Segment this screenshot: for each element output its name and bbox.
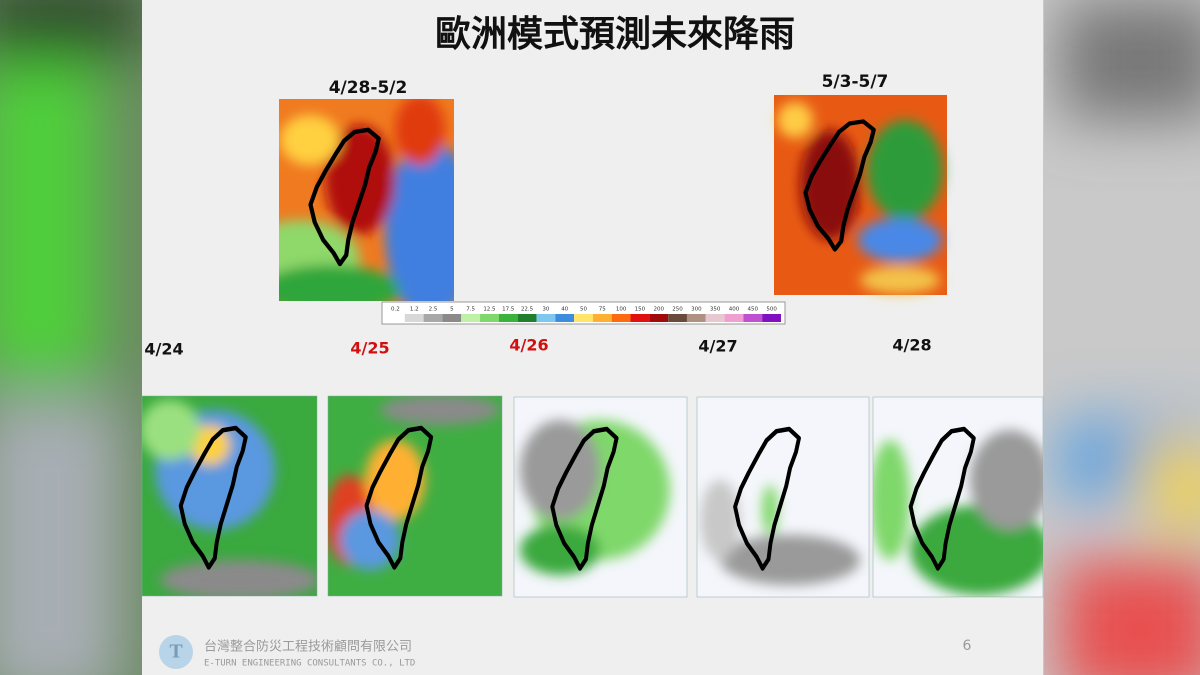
colorbar-tick-label: 2.5 xyxy=(429,307,438,313)
rain-area xyxy=(142,400,200,460)
colorbar-swatch xyxy=(630,314,650,322)
colorbar-swatch xyxy=(611,314,631,322)
page-number: 6 xyxy=(963,638,972,654)
colorbar-tick-label: 500 xyxy=(766,307,777,313)
colorbar-swatch xyxy=(386,314,405,322)
colorbar-tick-label: 40 xyxy=(561,307,568,313)
colorbar-swatch xyxy=(743,314,763,322)
colorbar-tick-label: 150 xyxy=(635,307,646,313)
colorbar-tick-label: 17.5 xyxy=(502,307,515,313)
colorbar-swatch xyxy=(668,314,687,322)
rain-area xyxy=(365,440,425,520)
daily-maps xyxy=(141,395,1044,598)
colorbar-swatch xyxy=(705,314,725,322)
daily-map xyxy=(327,395,503,597)
day-label: 4/25 xyxy=(350,339,389,358)
rain-area xyxy=(970,430,1043,530)
colorbar-swatch xyxy=(724,314,744,322)
day-label: 4/26 xyxy=(509,336,548,355)
colorbar-swatch xyxy=(686,314,706,322)
colorbar-tick-label: 100 xyxy=(616,307,627,313)
rain-area xyxy=(160,560,317,596)
colorbar-tick-label: 22.5 xyxy=(521,307,534,313)
rain-field xyxy=(700,480,860,585)
logo xyxy=(159,635,193,669)
colorbar-swatch xyxy=(555,314,575,322)
logo-mark: T xyxy=(169,641,183,663)
colorbar-swatch xyxy=(762,314,781,322)
daily-map xyxy=(872,396,1044,598)
colorbar-swatch xyxy=(517,314,537,322)
side-blur-right xyxy=(1060,0,1200,675)
colorbar-swatch xyxy=(442,314,462,322)
rain-field xyxy=(873,430,1043,595)
colorbar-tick-label: 75 xyxy=(599,307,606,313)
colorbar-tick-label: 200 xyxy=(653,307,664,313)
side-blur-left xyxy=(0,0,140,675)
colorbar-swatch xyxy=(423,314,443,322)
colorbar-swatch xyxy=(461,314,481,322)
colorbar-swatch xyxy=(649,314,669,322)
colorbar-tick-label: 30 xyxy=(542,307,549,313)
company-name-en: E-TURN ENGINEERING CONSULTANTS CO., LTD xyxy=(204,659,415,669)
map-4-28-5-2 xyxy=(279,99,454,301)
colorbar-swatch xyxy=(480,314,499,322)
colorbar-tick-label: 1.2 xyxy=(410,307,419,313)
colorbar: 0.2 1.2 2.5 5 7.5 12.5 17.5 22.5 30 40 50 75 100 150 2… xyxy=(386,307,781,322)
company-name: 台灣整合防災工程技術顧問有限公司 xyxy=(204,639,412,655)
rain-area xyxy=(873,440,910,560)
period-label: 5/3-5/7 xyxy=(822,72,889,92)
colorbar-tick-label: 250 xyxy=(672,307,683,313)
colorbar-tick-label: 300 xyxy=(691,307,702,313)
rain-area xyxy=(520,525,600,575)
colorbar-tick-label: 350 xyxy=(710,307,721,313)
colorbar-tick-label: 50 xyxy=(580,307,587,313)
title: 歐洲模式預測未來降雨 xyxy=(435,14,795,55)
daily-map xyxy=(513,396,688,598)
colorbar-swatch xyxy=(498,314,518,322)
rain-area xyxy=(700,480,740,560)
colorbar-swatch xyxy=(404,314,424,322)
rain-area xyxy=(380,396,500,425)
colorbar-tick-label: 7.5 xyxy=(466,307,475,313)
rain-field xyxy=(328,396,500,570)
colorbar-tick-label: 450 xyxy=(748,307,759,313)
map-5-3-5-7 xyxy=(774,95,947,295)
colorbar-tick-label: 12.5 xyxy=(483,307,496,313)
rain-area xyxy=(340,510,400,570)
day-label: 4/27 xyxy=(698,337,737,356)
daily-map xyxy=(141,395,318,597)
day-label: 4/28 xyxy=(892,336,931,355)
colorbar-tick-label: 5 xyxy=(450,307,454,313)
colorbar-swatch xyxy=(592,314,612,322)
day-label: 4/24 xyxy=(144,340,183,359)
colorbar-tick-label: 0.2 xyxy=(391,307,400,313)
colorbar-swatch xyxy=(574,314,593,322)
rain-area xyxy=(720,535,860,585)
colorbar-swatch xyxy=(536,314,556,322)
daily-map xyxy=(696,396,870,598)
period-label: 4/28-5/2 xyxy=(329,78,408,98)
colorbar-tick-label: 400 xyxy=(729,307,740,313)
